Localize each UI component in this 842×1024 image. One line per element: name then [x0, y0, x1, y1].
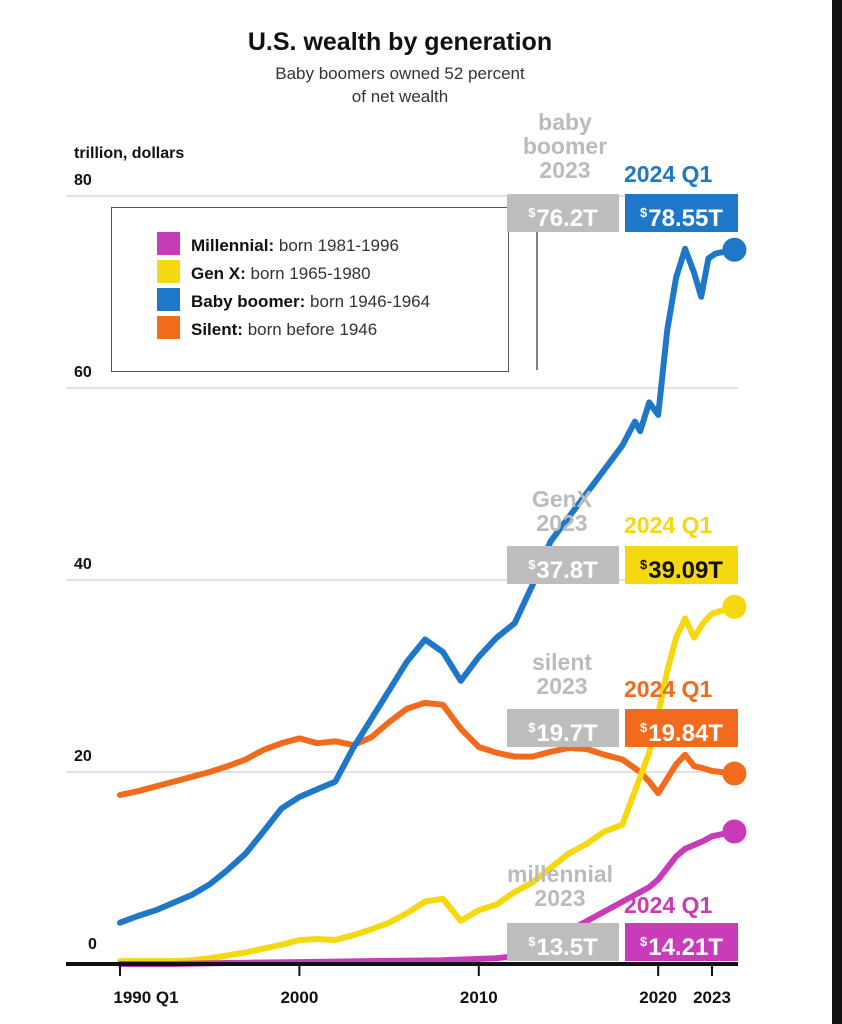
label-line: 2023: [536, 673, 588, 699]
series-lines: [117, 237, 747, 967]
legend: Millennial: born 1981-1996 Gen X: born 1…: [111, 207, 509, 372]
boomer-2024-value-box: $78.55T: [625, 194, 738, 232]
genx-2023-label: GenX 2023: [506, 487, 618, 535]
genx-2024-value-box: $39.09T: [625, 546, 738, 584]
legend-item-silent: Silent: born before 1946: [157, 316, 377, 340]
x-tick-label: 2010: [459, 988, 498, 1007]
currency-symbol: $: [640, 205, 648, 220]
boomer-2023-value-box: $76.2T: [507, 194, 619, 232]
y-tick-label: 60: [74, 364, 92, 381]
boomer-2023-value: 76.2T: [536, 205, 598, 232]
label-line: millennial: [506, 861, 614, 887]
silent-2023-label: silent 2023: [506, 650, 618, 698]
silent-2023-value-box: $19.7T: [507, 709, 619, 747]
right-edge-bar: [832, 0, 842, 1024]
subtitle-line-2: of net wealth: [351, 87, 449, 106]
legend-desc: born 1981-1996: [278, 236, 399, 255]
silent-2024-label: 2024 Q1: [624, 676, 713, 702]
millennial-2023-label: millennial 2023: [490, 862, 630, 910]
chart-subtitle: Baby boomers owned 52 percent of net wea…: [150, 62, 650, 108]
genx-2023-value-box: $37.8T: [507, 546, 619, 584]
x-tick-label: 2020: [639, 988, 678, 1007]
legend-desc: born 1965-1980: [250, 264, 371, 283]
genx-2024-value: 39.09T: [648, 557, 723, 584]
currency-symbol: $: [640, 720, 648, 735]
legend-item-genx: Gen X: born 1965-1980: [157, 260, 371, 284]
boomer-2024-label: 2024 Q1: [624, 161, 713, 187]
y-tick-label: 20: [74, 748, 92, 765]
y-tick-label: 40: [74, 556, 92, 573]
x-tick-label: 2023: [693, 988, 731, 1007]
genx-2024-label: 2024 Q1: [624, 512, 713, 538]
label-line: 2023: [539, 157, 591, 183]
currency-symbol: $: [640, 934, 648, 949]
series-line-silent: [117, 699, 738, 798]
currency-symbol: $: [528, 205, 536, 220]
y-axis-label: trillion, dollars: [74, 145, 185, 162]
legend-name: Gen X:: [191, 264, 246, 283]
endpoint-dot-boomer: [722, 237, 747, 262]
label-line: 2023: [536, 510, 588, 536]
boomer-2024-value: 78.55T: [648, 205, 723, 232]
legend-name: Silent:: [191, 320, 243, 339]
label-line: silent: [531, 649, 593, 675]
label-line: boomer: [522, 133, 608, 159]
silent-2023-value: 19.7T: [536, 720, 598, 747]
legend-swatch-genx: [157, 260, 180, 283]
endpoint-dot-silent: [722, 761, 747, 786]
label-line: 2023: [534, 885, 586, 911]
legend-desc: born 1946-1964: [310, 292, 431, 311]
millennial-2024-value-box: $14.21T: [625, 923, 738, 961]
legend-swatch-boomer: [157, 288, 180, 311]
silent-2024-value: 19.84T: [648, 720, 723, 747]
label-line: GenX: [531, 486, 593, 512]
silent-2024-value-box: $19.84T: [625, 709, 738, 747]
y-tick-label: 80: [74, 172, 92, 189]
legend-desc: born before 1946: [247, 320, 378, 339]
legend-swatch-silent: [157, 316, 180, 339]
boomer-2023-label: baby boomer 2023: [500, 110, 630, 182]
series-line-genx: [117, 603, 738, 965]
x-axis: [66, 962, 738, 976]
legend-swatch-millennial: [157, 232, 180, 255]
series-line-boomer: [117, 245, 738, 926]
subtitle-line-1: Baby boomers owned 52 percent: [275, 64, 525, 83]
currency-symbol: $: [528, 934, 536, 949]
x-tick-label: 2000: [280, 988, 319, 1007]
millennial-2024-label: 2024 Q1: [624, 892, 713, 918]
legend-name: Baby boomer:: [191, 292, 306, 311]
millennial-2023-value: 13.5T: [536, 934, 598, 961]
legend-name: Millennial:: [191, 236, 275, 255]
millennial-2023-value-box: $13.5T: [507, 923, 619, 961]
currency-symbol: $: [640, 557, 648, 572]
chart-title: U.S. wealth by generation: [247, 28, 553, 56]
millennial-2024-value: 14.21T: [648, 934, 723, 961]
legend-item-millennial: Millennial: born 1981-1996: [157, 232, 399, 256]
endpoint-dot-genx: [722, 594, 747, 619]
x-tick-label: 1990 Q1: [113, 988, 179, 1007]
genx-2023-value: 37.8T: [536, 557, 598, 584]
label-line: baby: [538, 109, 592, 135]
currency-symbol: $: [528, 557, 536, 572]
currency-symbol: $: [528, 720, 536, 735]
endpoint-dot-millennial: [722, 819, 747, 844]
y-tick-label: 0: [88, 936, 97, 953]
legend-item-boomer: Baby boomer: born 1946-1964: [157, 288, 430, 312]
